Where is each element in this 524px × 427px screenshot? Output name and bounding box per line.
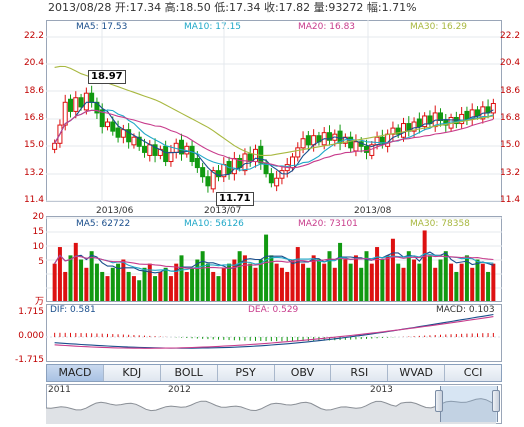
- overview-sparkline: [45, 398, 497, 424]
- tab-wvad[interactable]: WVAD: [388, 365, 446, 381]
- dea-label: DEA: 0.529: [248, 305, 299, 315]
- price-y-tick-right: 22.2: [500, 31, 521, 41]
- overview-year-2012: 2012: [168, 385, 191, 395]
- price-ma30-label: MA30: 16.29: [410, 22, 468, 32]
- tab-rsi[interactable]: RSI: [331, 365, 389, 381]
- tab-obv[interactable]: OBV: [275, 365, 332, 381]
- volume-y-tick: 15: [32, 227, 44, 237]
- price-y-tick: 18.6: [23, 85, 44, 96]
- volume-legend: MA5: 62722 MA10: 56126 MA20: 73101 MA30:…: [76, 219, 496, 231]
- x-tick-jul: 2013/07: [204, 206, 242, 216]
- dif-label: DIF: 0.581: [50, 305, 96, 315]
- price-y-tick-right: 16.8: [500, 113, 521, 123]
- price-ma10-label: MA10: 17.15: [184, 22, 242, 32]
- macd-legend: DIF: 0.581 DEA: 0.529 MACD: 0.103: [48, 305, 500, 317]
- price-y-tick-right: 13.2: [500, 167, 521, 178]
- overview-year-2011: 2011: [48, 385, 71, 395]
- x-tick-aug: 2013/08: [354, 206, 392, 216]
- low-price-callout: 11.71: [216, 192, 254, 206]
- volume-ma5-label: MA5: 62722: [76, 219, 131, 229]
- tab-boll[interactable]: BOLL: [161, 365, 218, 381]
- macd-y-tick: -1.715: [14, 355, 44, 365]
- overview-year-2013: 2013: [370, 385, 393, 395]
- tab-kdj[interactable]: KDJ: [104, 365, 161, 381]
- price-chart-panel[interactable]: [46, 20, 502, 202]
- volume-unit-label: 万: [34, 297, 44, 307]
- macd-y-tick: 0.000: [18, 331, 44, 341]
- tab-psy[interactable]: PSY: [218, 365, 275, 381]
- overview-left-handle[interactable]: [435, 390, 443, 412]
- macd-chart-panel[interactable]: [46, 304, 502, 362]
- volume-y-tick: 10: [32, 242, 44, 252]
- price-y-tick: 15.0: [23, 140, 44, 151]
- macd-y-tick: 1.715: [18, 307, 44, 317]
- x-tick-jun: 2013/06: [96, 206, 134, 216]
- volume-ma10-label: MA10: 56126: [184, 219, 244, 229]
- volume-bars: [46, 217, 502, 301]
- price-y-tick-right: 18.6: [500, 85, 521, 96]
- tab-cci[interactable]: CCI: [463, 366, 483, 379]
- price-y-tick-right: 11.4: [500, 195, 521, 205]
- volume-ma30-label: MA30: 78358: [410, 219, 470, 229]
- price-ma20-label: MA20: 16.83: [298, 22, 356, 32]
- overview-selection-window[interactable]: [440, 386, 498, 422]
- price-y-tick-right: 15.0: [500, 140, 521, 151]
- quote-info-bar: 2013/08/28 开:17.34 高:18.50 低:17.34 收:17.…: [48, 1, 417, 14]
- volume-y-tick: 5: [38, 257, 44, 267]
- price-y-tick: 13.2: [23, 167, 44, 178]
- high-price-callout: 18.97: [88, 70, 126, 84]
- overview-right-handle[interactable]: [492, 390, 500, 412]
- macd-chart: [46, 313, 502, 349]
- price-y-tick-right: 20.4: [500, 58, 521, 69]
- indicator-tabs: MACD KDJ BOLL PSY OBV RSI WVAD CCI: [46, 364, 502, 382]
- macd-value-label: MACD: 0.103: [436, 305, 495, 315]
- price-y-tick: 20.4: [23, 58, 44, 69]
- price-y-tick: 22.2: [23, 31, 44, 41]
- volume-y-tick: 20: [32, 212, 44, 222]
- tab-macd[interactable]: MACD: [47, 365, 104, 381]
- price-y-tick: 11.4: [23, 195, 44, 205]
- price-y-tick: 16.8: [23, 113, 44, 123]
- price-candles: [46, 20, 502, 202]
- volume-ma20-label: MA20: 73101: [298, 219, 358, 229]
